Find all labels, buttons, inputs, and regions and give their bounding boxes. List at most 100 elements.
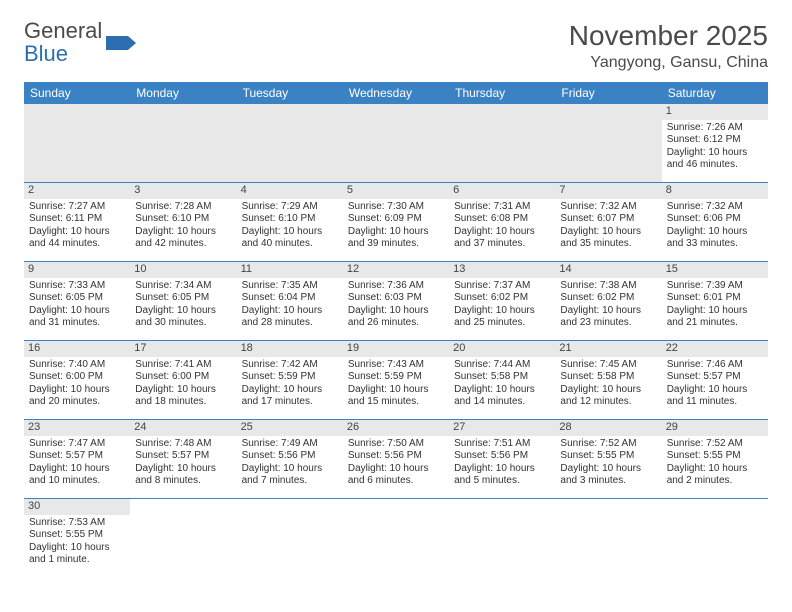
daylight-text: Daylight: 10 hours and 8 minutes. [135,463,231,488]
empty-cell [24,104,130,182]
week-row: 16Sunrise: 7:40 AMSunset: 6:00 PMDayligh… [24,341,768,420]
daylight-text: Daylight: 10 hours and 33 minutes. [667,226,763,251]
sunset-text: Sunset: 6:11 PM [29,213,125,226]
flag-icon [106,32,140,54]
day-number: 17 [130,341,236,357]
day-number: 15 [662,262,768,278]
day-number: 9 [24,262,130,278]
empty-cell [555,499,661,577]
sunrise-text: Sunrise: 7:36 AM [348,280,444,293]
logo: General Blue [24,20,140,66]
week-row: 9Sunrise: 7:33 AMSunset: 6:05 PMDaylight… [24,262,768,341]
empty-cell [237,499,343,577]
day-number: 11 [237,262,343,278]
logo-word-1: General [24,18,102,43]
empty-cell [449,499,555,577]
day-cell: 16Sunrise: 7:40 AMSunset: 6:00 PMDayligh… [24,341,130,419]
sunrise-text: Sunrise: 7:41 AM [135,359,231,372]
weekday-header: Saturday [662,82,768,104]
sunset-text: Sunset: 6:03 PM [348,292,444,305]
day-number: 30 [24,499,130,515]
day-cell: 21Sunrise: 7:45 AMSunset: 5:58 PMDayligh… [555,341,661,419]
sunrise-text: Sunrise: 7:27 AM [29,201,125,214]
day-cell: 26Sunrise: 7:50 AMSunset: 5:56 PMDayligh… [343,420,449,498]
sunset-text: Sunset: 6:09 PM [348,213,444,226]
sunset-text: Sunset: 5:59 PM [242,371,338,384]
sunset-text: Sunset: 5:57 PM [667,371,763,384]
day-cell: 29Sunrise: 7:52 AMSunset: 5:55 PMDayligh… [662,420,768,498]
logo-text: General Blue [24,20,102,66]
sunset-text: Sunset: 6:08 PM [454,213,550,226]
day-number: 1 [662,104,768,120]
day-number: 19 [343,341,449,357]
sunrise-text: Sunrise: 7:42 AM [242,359,338,372]
calendar-page: General Blue November 2025 Yangyong, Gan… [0,0,792,597]
weekday-header: Sunday [24,82,130,104]
sunset-text: Sunset: 5:57 PM [29,450,125,463]
day-number: 4 [237,183,343,199]
sunset-text: Sunset: 6:02 PM [454,292,550,305]
day-number: 10 [130,262,236,278]
day-number: 23 [24,420,130,436]
empty-cell [662,499,768,577]
day-cell: 25 Sunrise: 7:49 AMSunset: 5:56 PMDayligh… [237,420,343,498]
daylight-text: Daylight: 10 hours and 18 minutes. [135,384,231,409]
sunset-text: Sunset: 6:00 PM [135,371,231,384]
day-number: 12 [343,262,449,278]
day-number: 24 [130,420,236,436]
daylight-text: Daylight: 10 hours and 2 minutes. [667,463,763,488]
empty-cell [343,499,449,577]
day-number: 7 [555,183,661,199]
sunrise-text: Sunrise: 7:34 AM [135,280,231,293]
sunrise-text: Sunrise: 7:48 AM [135,438,231,451]
sunset-text: Sunset: 6:12 PM [667,134,763,147]
sunrise-text: Sunrise: 7:28 AM [135,201,231,214]
daylight-text: Daylight: 10 hours and 21 minutes. [667,305,763,330]
sunrise-text: Sunrise: 7:26 AM [667,122,763,135]
sunset-text: Sunset: 5:58 PM [454,371,550,384]
empty-cell [449,104,555,182]
day-number: 25 [237,420,343,436]
day-cell: 24 Sunrise: 7:48 AMSunset: 5:57 PMDayligh… [130,420,236,498]
header: General Blue November 2025 Yangyong, Gan… [24,20,768,72]
daylight-text: Daylight: 10 hours and 1 minute. [29,542,125,567]
day-cell: 22Sunrise: 7:46 AMSunset: 5:57 PMDayligh… [662,341,768,419]
daylight-text: Daylight: 10 hours and 7 minutes. [242,463,338,488]
sunrise-text: Sunrise: 7:32 AM [560,201,656,214]
sunrise-text: Sunrise: 7:45 AM [560,359,656,372]
day-cell: 7Sunrise: 7:32 AMSunset: 6:07 PMDaylight… [555,183,661,261]
sunrise-text: Sunrise: 7:33 AM [29,280,125,293]
day-cell: 5Sunrise: 7:30 AMSunset: 6:09 PMDaylight… [343,183,449,261]
sunset-text: Sunset: 6:06 PM [667,213,763,226]
day-cell: 14Sunrise: 7:38 AMSunset: 6:02 PMDayligh… [555,262,661,340]
daylight-text: Daylight: 10 hours and 42 minutes. [135,226,231,251]
sunset-text: Sunset: 6:07 PM [560,213,656,226]
day-cell: 8Sunrise: 7:32 AMSunset: 6:06 PMDaylight… [662,183,768,261]
empty-cell [237,104,343,182]
sunset-text: Sunset: 5:56 PM [348,450,444,463]
daylight-text: Daylight: 10 hours and 31 minutes. [29,305,125,330]
sunrise-text: Sunrise: 7:39 AM [667,280,763,293]
daylight-text: Daylight: 10 hours and 10 minutes. [29,463,125,488]
day-cell: 2Sunrise: 7:27 AMSunset: 6:11 PMDaylight… [24,183,130,261]
day-cell: 12 Sunrise: 7:36 AMSunset: 6:03 PMDayligh… [343,262,449,340]
empty-cell [130,499,236,577]
daylight-text: Daylight: 10 hours and 5 minutes. [454,463,550,488]
sunset-text: Sunset: 5:56 PM [242,450,338,463]
sunset-text: Sunset: 6:05 PM [29,292,125,305]
day-number: 8 [662,183,768,199]
title-block: November 2025 Yangyong, Gansu, China [569,20,768,72]
weekday-header: Friday [555,82,661,104]
sunset-text: Sunset: 5:57 PM [135,450,231,463]
daylight-text: Daylight: 10 hours and 23 minutes. [560,305,656,330]
daylight-text: Daylight: 10 hours and 28 minutes. [242,305,338,330]
sunrise-text: Sunrise: 7:44 AM [454,359,550,372]
day-number: 18 [237,341,343,357]
daylight-text: Daylight: 10 hours and 26 minutes. [348,305,444,330]
daylight-text: Daylight: 10 hours and 12 minutes. [560,384,656,409]
sunrise-text: Sunrise: 7:40 AM [29,359,125,372]
sunrise-text: Sunrise: 7:49 AM [242,438,338,451]
day-cell: 20Sunrise: 7:44 AMSunset: 5:58 PMDayligh… [449,341,555,419]
day-cell: 10Sunrise: 7:34 AMSunset: 6:05 PMDayligh… [130,262,236,340]
daylight-text: Daylight: 10 hours and 37 minutes. [454,226,550,251]
